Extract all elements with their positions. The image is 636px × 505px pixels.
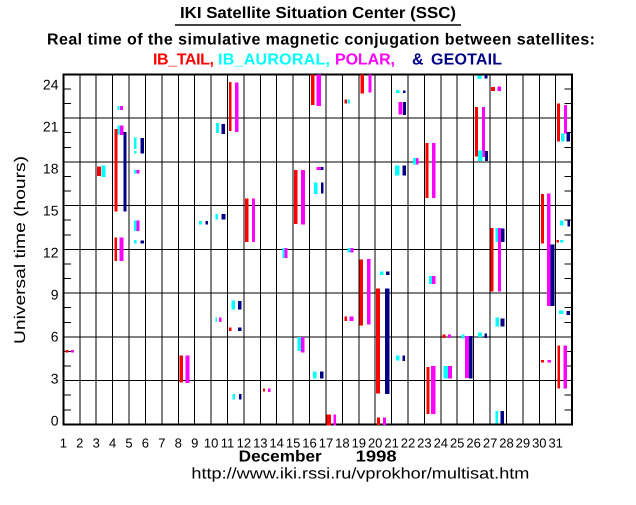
svg-text:7: 7 — [158, 436, 165, 451]
svg-text:3: 3 — [93, 436, 100, 451]
svg-text:29: 29 — [516, 436, 530, 451]
svg-text:3: 3 — [51, 371, 59, 387]
svg-text:19: 19 — [352, 436, 366, 451]
svg-text:1998: 1998 — [356, 449, 397, 466]
svg-text:15: 15 — [286, 436, 300, 451]
svg-text:23: 23 — [417, 436, 431, 451]
svg-text:30: 30 — [532, 436, 546, 451]
svg-text:5: 5 — [125, 436, 132, 451]
svg-text:8: 8 — [175, 436, 182, 451]
svg-text:31: 31 — [548, 436, 562, 451]
svg-text:December: December — [239, 449, 322, 466]
svg-text:28: 28 — [499, 436, 513, 451]
svg-text:2: 2 — [76, 436, 83, 451]
svg-text:9: 9 — [191, 436, 198, 451]
svg-text:10: 10 — [204, 436, 218, 451]
svg-text:Real time of the simulative ma: Real time of the simulative magnetic con… — [47, 32, 595, 49]
svg-text:11: 11 — [221, 436, 235, 451]
svg-text:1: 1 — [60, 436, 67, 451]
svg-text:Universal time (hours): Universal time (hours) — [12, 156, 29, 344]
svg-text:IB_AURORAL,: IB_AURORAL, — [218, 52, 330, 69]
svg-text:20: 20 — [368, 436, 382, 451]
svg-text:21: 21 — [43, 119, 59, 135]
svg-text:15: 15 — [43, 203, 59, 219]
svg-text:17: 17 — [319, 436, 333, 451]
svg-text:GEOTAIL: GEOTAIL — [431, 52, 502, 69]
svg-text:12: 12 — [237, 436, 251, 451]
svg-text:9: 9 — [51, 287, 59, 303]
svg-text:16: 16 — [302, 436, 316, 451]
svg-text:0: 0 — [51, 413, 59, 429]
svg-text:12: 12 — [43, 245, 59, 261]
svg-text:http://www.iki.rssi.ru/vprokho: http://www.iki.rssi.ru/vprokhor/multisat… — [191, 466, 529, 483]
svg-text:21: 21 — [384, 436, 398, 451]
svg-text:24: 24 — [43, 77, 59, 93]
svg-text:22: 22 — [401, 436, 415, 451]
svg-text:POLAR,: POLAR, — [335, 52, 395, 69]
svg-text:26: 26 — [466, 436, 480, 451]
svg-text:14: 14 — [269, 436, 283, 451]
svg-text:18: 18 — [335, 436, 349, 451]
svg-text:IKI Satellite Situation Center: IKI Satellite Situation Center (SSC) — [180, 5, 456, 22]
svg-text:27: 27 — [483, 436, 497, 451]
svg-text:13: 13 — [253, 436, 267, 451]
svg-text:6: 6 — [51, 329, 59, 345]
svg-text:IB_TAIL,: IB_TAIL, — [153, 52, 214, 69]
svg-text:18: 18 — [43, 161, 59, 177]
svg-text:6: 6 — [142, 436, 149, 451]
svg-text:&: & — [412, 52, 424, 69]
svg-text:24: 24 — [434, 436, 448, 451]
svg-text:4: 4 — [109, 436, 116, 451]
svg-text:25: 25 — [450, 436, 464, 451]
